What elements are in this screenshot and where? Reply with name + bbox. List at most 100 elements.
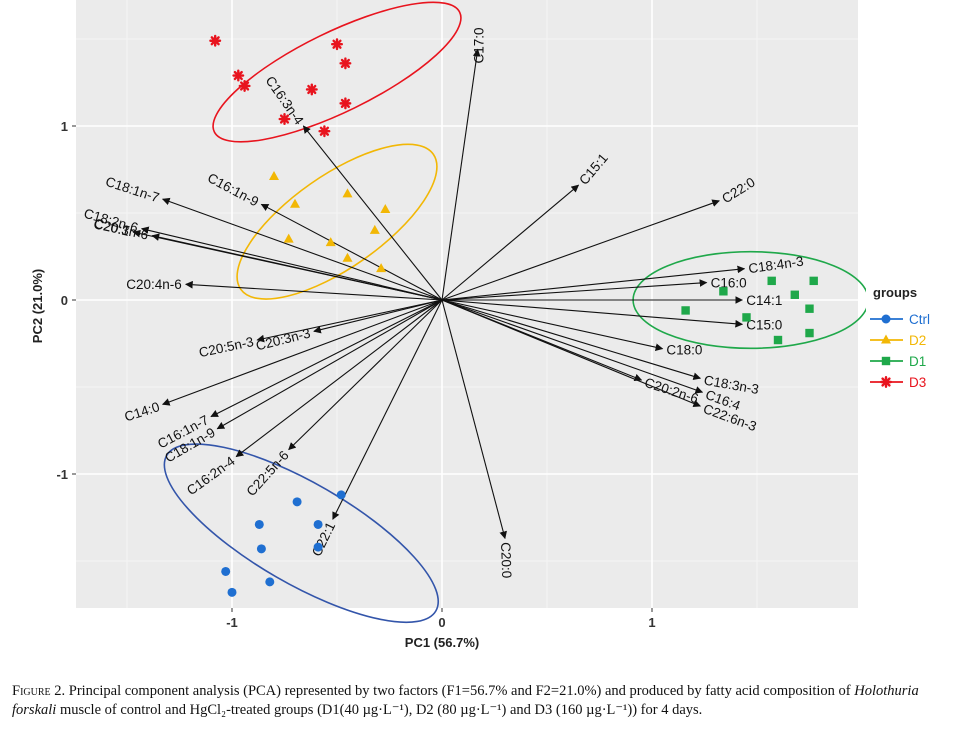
point-ctrl: [254, 519, 264, 529]
point-d2: [342, 188, 353, 198]
point-d2: [290, 198, 300, 208]
point-d2: [283, 233, 294, 243]
point-ctrl: [313, 542, 323, 552]
point-d2: [376, 263, 387, 273]
asterisk-stroke: [233, 70, 243, 81]
score-points: [209, 34, 818, 597]
point-d3: [339, 97, 352, 110]
point-d1: [809, 276, 818, 286]
loading-label: C18:0: [666, 343, 702, 358]
y-tick-label: 0: [61, 293, 68, 308]
loading-arrow: [441, 299, 664, 351]
legend-label-ctrl: Ctrl: [909, 312, 930, 327]
x-tick-label: -1: [226, 615, 238, 630]
loading-label: C20:0: [498, 542, 514, 579]
point-d2: [325, 237, 336, 247]
loading-arrow: [441, 265, 746, 301]
loading-label: C14:1: [746, 293, 782, 308]
asterisk-stroke: [240, 81, 250, 91]
caption-figure-label: Figure 2.: [12, 683, 66, 699]
loading-arrow: [441, 279, 708, 301]
asterisk-stroke: [319, 126, 329, 136]
loading-arrow: [260, 203, 443, 301]
loading-arrow: [332, 299, 443, 520]
loading-arrow: [441, 199, 720, 301]
loading-arrow: [441, 299, 702, 408]
point-ctrl: [265, 577, 275, 587]
point-d2: [380, 204, 391, 214]
legend-title: groups: [873, 285, 917, 300]
loading-arrow: [441, 184, 580, 301]
point-d3: [209, 34, 222, 47]
loading-arrow: [140, 226, 443, 301]
legend-marker-d1: [881, 356, 891, 366]
loading-arrow: [441, 299, 702, 380]
loading-label: C20:4n-6: [126, 277, 182, 292]
point-d1: [681, 306, 690, 315]
point-ctrl: [292, 497, 302, 507]
loading-arrow: [151, 233, 443, 301]
legend-marker-d3: [880, 376, 892, 388]
loading-arrow: [313, 299, 443, 334]
asterisk-stroke: [307, 84, 317, 95]
point-d1: [742, 313, 751, 322]
axes: -1 0 1 -1 0 1: [56, 119, 655, 630]
loading-arrow: [161, 197, 443, 301]
point-d2: [269, 170, 279, 180]
loading-arrow: [288, 299, 443, 451]
point-ctrl: [313, 519, 323, 529]
loading-label: C16:0: [711, 275, 747, 290]
point-ctrl: [256, 544, 266, 554]
point-d1: [719, 287, 728, 296]
point-d2: [342, 252, 353, 262]
y-tick-label: -1: [56, 467, 68, 482]
ellipse-d3: [212, 1, 462, 143]
point-d3: [278, 113, 291, 126]
legend: groups Ctrl D2 D1 D3: [866, 278, 930, 396]
point-d3: [238, 79, 251, 92]
asterisk-stroke: [210, 36, 220, 46]
point-d3: [331, 38, 343, 51]
loading-arrow: [256, 299, 443, 343]
legend-marker-ctrl: [881, 314, 891, 324]
x-axis-label: PC1 (56.7%): [405, 635, 479, 650]
legend-marker-d2: [881, 334, 891, 344]
point-d1: [773, 335, 783, 345]
point-d3: [318, 125, 331, 138]
point-ctrl: [227, 587, 237, 597]
loading-arrow: [161, 299, 443, 406]
loading-arrow: [441, 299, 744, 328]
x-tick-label: 1: [648, 615, 655, 630]
asterisk-stroke: [340, 98, 350, 108]
point-d1: [790, 290, 799, 299]
point-d1: [805, 328, 814, 338]
asterisk-stroke: [340, 58, 350, 68]
loading-arrow: [441, 48, 481, 301]
ellipse-d2: [236, 143, 438, 300]
plot-background: [76, 0, 858, 608]
point-d3: [232, 69, 245, 82]
y-axis-label: PC2 (21.0%): [30, 269, 45, 343]
loading-arrow: [441, 299, 704, 394]
loading-arrow: [441, 299, 507, 540]
caption-text-after: muscle of control and HgCl₂-treated grou…: [56, 702, 703, 718]
legend-items: Ctrl D2 D1 D3: [870, 312, 930, 390]
loading-arrow: [235, 299, 443, 458]
asterisk-stroke: [279, 114, 290, 124]
legend-label-d3: D3: [909, 375, 926, 390]
legend-label-d2: D2: [909, 333, 926, 348]
asterisk-stroke: [881, 377, 891, 387]
point-d3: [339, 57, 352, 70]
point-d2: [369, 224, 380, 234]
caption-species: Holothuria forskali: [12, 683, 919, 718]
figure-caption: Figure 2. Principal component analysis (…: [12, 682, 947, 720]
loading-arrow: [216, 299, 443, 430]
caption-text-before: Principal component analysis (PCA) repre…: [65, 683, 855, 699]
ellipse-ctrl: [163, 443, 440, 624]
loading-label: C17:0: [471, 27, 486, 63]
loading-arrow: [185, 280, 443, 301]
legend-label-d1: D1: [909, 354, 926, 369]
point-d3: [305, 83, 318, 96]
